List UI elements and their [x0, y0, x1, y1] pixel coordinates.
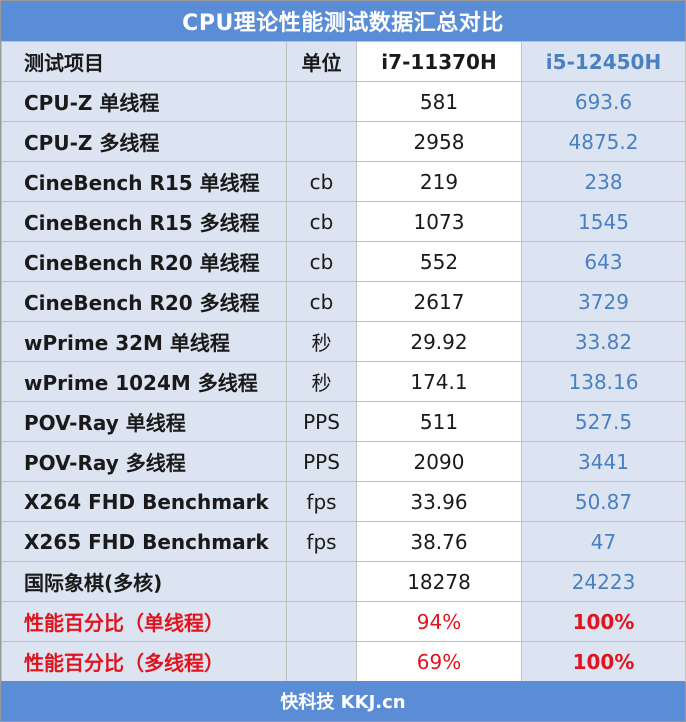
page-title: CPU理论性能测试数据汇总对比: [1, 1, 685, 41]
row-cpu-b-value: 138.16: [521, 361, 686, 402]
row-test-name: wPrime 32M 单线程: [1, 321, 287, 362]
header-cpu-a: i7-11370H: [356, 41, 522, 82]
row-cpu-a-value: 2958: [356, 121, 522, 162]
row-test-name: 国际象棋(多核): [1, 561, 287, 602]
row-cpu-b-value: 47: [521, 521, 686, 562]
row-unit: [286, 81, 357, 122]
row-test-name: POV-Ray 多线程: [1, 441, 287, 482]
table-row: CPU-Z 单线程 581 693.6: [1, 81, 686, 122]
row-cpu-a-value: 2617: [356, 281, 522, 322]
table-row: wPrime 32M 单线程 秒 29.92 33.82: [1, 321, 686, 362]
table-row: CineBench R15 单线程 cb 219 238: [1, 161, 686, 202]
row-test-name: CineBench R20 单线程: [1, 241, 287, 282]
row-cpu-a-value: 18278: [356, 561, 522, 602]
row-test-name: POV-Ray 单线程: [1, 401, 287, 442]
row-unit: cb: [286, 241, 357, 282]
row-cpu-b-value: 33.82: [521, 321, 686, 362]
row-unit: [286, 121, 357, 162]
header-cpu-b: i5-12450H: [521, 41, 686, 82]
table-row-percent-single: 性能百分比（单线程） 94% 100%: [1, 601, 686, 642]
row-unit: PPS: [286, 401, 357, 442]
row-cpu-b-value: 693.6: [521, 81, 686, 122]
row-cpu-a-value: 2090: [356, 441, 522, 482]
table-row: X265 FHD Benchmark fps 38.76 47: [1, 521, 686, 562]
row-cpu-b-value: 238: [521, 161, 686, 202]
table-row: CineBench R20 多线程 cb 2617 3729: [1, 281, 686, 322]
cpu-comparison-table: 测试项目 单位 i7-11370H i5-12450H CPU-Z 单线程 58…: [1, 41, 686, 682]
row-test-name: CineBench R15 多线程: [1, 201, 287, 242]
row-cpu-a-value: 1073: [356, 201, 522, 242]
row-cpu-a-value: 174.1: [356, 361, 522, 402]
row-test-name: X265 FHD Benchmark: [1, 521, 287, 562]
row-unit: 秒: [286, 321, 357, 362]
row-unit: fps: [286, 521, 357, 562]
row-unit: [286, 601, 357, 642]
table-row: CPU-Z 多线程 2958 4875.2: [1, 121, 686, 162]
table-row: 国际象棋(多核) 18278 24223: [1, 561, 686, 602]
row-test-name: CineBench R20 多线程: [1, 281, 287, 322]
row-cpu-b-value: 24223: [521, 561, 686, 602]
row-test-name: X264 FHD Benchmark: [1, 481, 287, 522]
table-row: POV-Ray 单线程 PPS 511 527.5: [1, 401, 686, 442]
row-test-name: CineBench R15 单线程: [1, 161, 287, 202]
header-unit: 单位: [286, 41, 357, 82]
row-unit: fps: [286, 481, 357, 522]
row-unit: cb: [286, 201, 357, 242]
table-row: CineBench R15 多线程 cb 1073 1545: [1, 201, 686, 242]
table-row: wPrime 1024M 多线程 秒 174.1 138.16: [1, 361, 686, 402]
row-unit: 秒: [286, 361, 357, 402]
row-test-name: wPrime 1024M 多线程: [1, 361, 287, 402]
row-cpu-a-value: 511: [356, 401, 522, 442]
row-cpu-a-value: 38.76: [356, 521, 522, 562]
table-row: X264 FHD Benchmark fps 33.96 50.87: [1, 481, 686, 522]
row-unit: [286, 641, 357, 682]
row-cpu-b-value: 4875.2: [521, 121, 686, 162]
source-footer: 快科技 KKJ.cn: [1, 681, 685, 721]
row-unit: [286, 561, 357, 602]
row-cpu-b-value: 1545: [521, 201, 686, 242]
row-cpu-a-value: 219: [356, 161, 522, 202]
row-test-name: CPU-Z 单线程: [1, 81, 287, 122]
table-row-percent-multi: 性能百分比（多线程） 69% 100%: [1, 641, 686, 682]
row-cpu-b-value: 527.5: [521, 401, 686, 442]
row-cpu-b-value: 50.87: [521, 481, 686, 522]
row-cpu-a-value: 69%: [356, 641, 522, 682]
row-cpu-a-value: 581: [356, 81, 522, 122]
row-cpu-a-value: 552: [356, 241, 522, 282]
table-row: POV-Ray 多线程 PPS 2090 3441: [1, 441, 686, 482]
row-cpu-a-value: 33.96: [356, 481, 522, 522]
row-cpu-b-value: 100%: [521, 601, 686, 642]
header-test-item: 测试项目: [1, 41, 287, 82]
row-cpu-a-value: 94%: [356, 601, 522, 642]
row-cpu-b-value: 643: [521, 241, 686, 282]
row-cpu-b-value: 100%: [521, 641, 686, 682]
row-test-name: 性能百分比（多线程）: [1, 641, 287, 682]
row-unit: cb: [286, 161, 357, 202]
row-test-name: CPU-Z 多线程: [1, 121, 287, 162]
table-header-row: 测试项目 单位 i7-11370H i5-12450H: [1, 41, 686, 82]
row-unit: cb: [286, 281, 357, 322]
row-cpu-b-value: 3729: [521, 281, 686, 322]
row-unit: PPS: [286, 441, 357, 482]
table-row: CineBench R20 单线程 cb 552 643: [1, 241, 686, 282]
row-cpu-b-value: 3441: [521, 441, 686, 482]
row-cpu-a-value: 29.92: [356, 321, 522, 362]
row-test-name: 性能百分比（单线程）: [1, 601, 287, 642]
